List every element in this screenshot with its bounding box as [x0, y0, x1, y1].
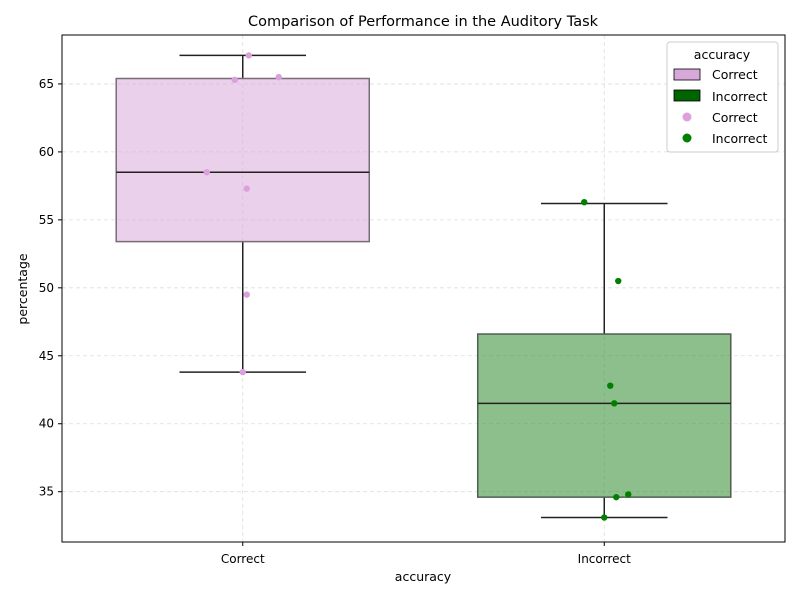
x-tick-label: Incorrect: [578, 552, 631, 566]
y-tick-label: 65: [39, 77, 54, 91]
data-point-correct: [239, 368, 246, 376]
y-axis-label: percentage: [15, 253, 30, 324]
legend-title: accuracy: [694, 47, 751, 62]
y-tick-label: 50: [39, 281, 54, 295]
data-point-correct: [275, 73, 282, 81]
y-tick-label: 60: [39, 145, 54, 159]
plot-frame: [61, 34, 786, 543]
legend-label-correct-patch: Correct: [712, 67, 758, 82]
y-tick-label: 55: [39, 213, 54, 227]
point-layer: [203, 52, 632, 521]
legend-marker-incorrect: [682, 133, 692, 143]
data-point-incorrect: [607, 382, 614, 389]
data-point-correct: [243, 291, 250, 298]
box-layer: [115, 54, 732, 519]
x-tick-label: Correct: [221, 552, 265, 566]
legend: accuracy Correct Incorrect Correct Incor…: [666, 41, 779, 153]
data-point-incorrect: [581, 198, 588, 206]
data-point-incorrect: [601, 514, 608, 521]
legend-patch-correct: [673, 68, 701, 81]
data-point-correct: [243, 185, 250, 192]
axis-layer: 35 40 45 50 55 60 65 Correct Incorrect: [39, 77, 631, 566]
y-tick-label: 45: [39, 349, 54, 363]
box-correct: [115, 77, 371, 243]
legend-patch-incorrect: [673, 89, 701, 102]
data-point-incorrect: [625, 491, 632, 498]
data-point-correct: [245, 52, 252, 59]
data-point-incorrect: [613, 493, 620, 501]
legend-label-incorrect-marker: Incorrect: [712, 131, 767, 146]
chart-title: Comparison of Performance in the Auditor…: [248, 14, 599, 30]
data-point-incorrect: [615, 277, 622, 285]
legend-label-correct-marker: Correct: [712, 110, 758, 125]
data-point-correct: [231, 76, 238, 84]
y-tick-label: 35: [39, 485, 54, 499]
data-point-correct: [203, 169, 210, 176]
data-point-incorrect: [611, 400, 618, 407]
box-incorrect: [476, 333, 732, 498]
legend-marker-correct: [682, 112, 692, 122]
legend-label-incorrect-patch: Incorrect: [712, 89, 767, 104]
y-tick-label: 40: [39, 417, 54, 431]
x-axis-label: accuracy: [395, 569, 452, 584]
